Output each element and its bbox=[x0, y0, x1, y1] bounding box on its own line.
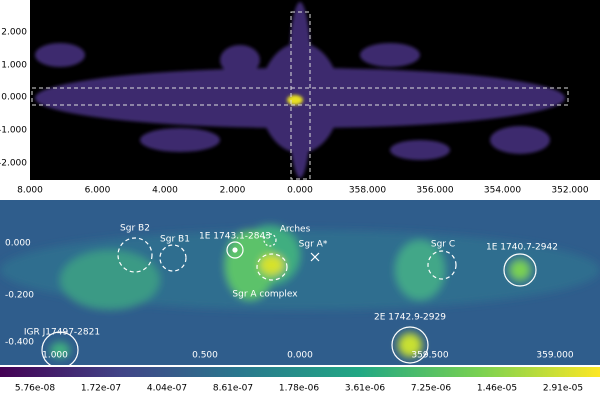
x-tick-label: 352.000 bbox=[551, 186, 588, 196]
x-tick-label: 358.000 bbox=[349, 186, 386, 196]
colorbar-tick-label: 5.76e-08 bbox=[15, 384, 56, 394]
x-tick-label: 0.000 bbox=[287, 351, 313, 361]
x-tick-label: 0.000 bbox=[287, 186, 313, 196]
source-label: Sgr B1 bbox=[160, 235, 190, 245]
y-tick-label: 2.000 bbox=[1, 28, 27, 38]
y-tick-label: 1.000 bbox=[1, 61, 27, 71]
y-tick-label: -0.200 bbox=[5, 291, 34, 301]
x-tick-label: 1.000 bbox=[42, 351, 68, 361]
colorbar-tick-label: 7.25e-06 bbox=[411, 384, 452, 394]
y-tick-label: -2.000 bbox=[0, 159, 27, 169]
x-tick-label: 8.000 bbox=[17, 186, 43, 196]
y-tick-label: 0.000 bbox=[1, 93, 27, 103]
x-tick-label: 2.000 bbox=[220, 186, 246, 196]
colorbar-tick-label: 1.78e-06 bbox=[279, 384, 320, 394]
source-circles bbox=[41, 233, 537, 369]
colorbar-tick-label: 4.04e-07 bbox=[147, 384, 187, 394]
y-tick-label: -1.000 bbox=[0, 126, 27, 136]
source-label: 1E 1740.7-2942 bbox=[486, 243, 558, 253]
source-label: Sgr A* bbox=[299, 240, 328, 250]
source-label: 2E 1742.9-2929 bbox=[374, 313, 446, 323]
colorbar-tick-label: 1.72e-07 bbox=[81, 384, 121, 394]
x-tick-label: 4.000 bbox=[152, 186, 178, 196]
bottom-emission bbox=[0, 225, 600, 358]
y-tick-label: -0.400 bbox=[5, 338, 34, 348]
colorbar-tick-label: 3.61e-06 bbox=[345, 384, 386, 394]
source-label: Arches bbox=[280, 225, 311, 235]
source-label: IGR J17497-2821 bbox=[24, 328, 100, 338]
x-tick-label: 0.500 bbox=[192, 351, 218, 361]
colorbar-tick-label: 1.46e-05 bbox=[477, 384, 517, 394]
survey-region bbox=[290, 11, 311, 180]
y-tick-label: 0.000 bbox=[5, 239, 31, 249]
colorbar-tick-label: 8.61e-07 bbox=[213, 384, 253, 394]
x-tick-label: 359.000 bbox=[536, 351, 573, 361]
source-label: Sgr C bbox=[431, 240, 455, 250]
survey-region bbox=[31, 87, 569, 106]
source-label: Sgr A complex bbox=[232, 290, 298, 300]
source-label: Sgr B2 bbox=[120, 224, 150, 234]
top-bright-core bbox=[287, 95, 303, 105]
colorbar-tick-label: 2.91e-05 bbox=[543, 384, 583, 394]
x-tick-label: 354.000 bbox=[484, 186, 521, 196]
x-tick-label: 359.500 bbox=[411, 351, 448, 361]
source-label: 1E 1743.1-2843 bbox=[199, 232, 271, 242]
x-tick-label: 356.000 bbox=[416, 186, 453, 196]
x-tick-label: 6.000 bbox=[85, 186, 111, 196]
colorbar bbox=[0, 367, 600, 377]
